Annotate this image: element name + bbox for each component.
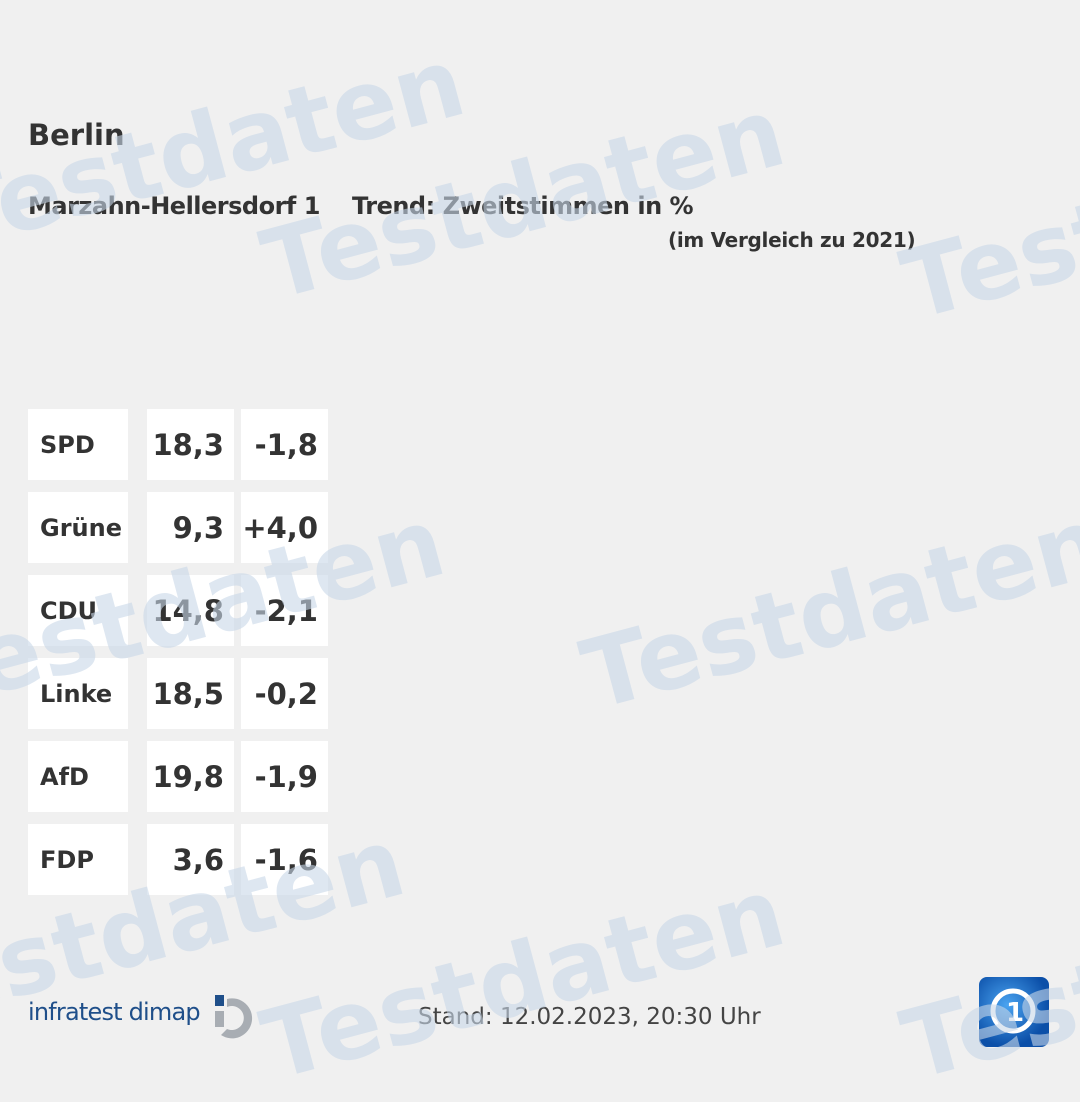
table-row: Linke 18,5 -0,2 — [28, 658, 328, 729]
party-value: 3,6 — [147, 824, 234, 895]
party-diff: -2,1 — [241, 575, 328, 646]
party-name: SPD — [28, 409, 128, 480]
svg-text:1: 1 — [1006, 998, 1024, 1028]
table-row: AfD 19,8 -1,9 — [28, 741, 328, 812]
party-name: CDU — [28, 575, 128, 646]
party-diff: -1,6 — [241, 824, 328, 895]
party-diff: -1,9 — [241, 741, 328, 812]
party-value: 19,8 — [147, 741, 234, 812]
party-name: FDP — [28, 824, 128, 895]
table-row: CDU 14,8 -2,1 — [28, 575, 328, 646]
party-name: Linke — [28, 658, 128, 729]
watermark: Testdaten — [891, 95, 1080, 342]
tagesschau-logo-icon: 1 — [979, 977, 1049, 1047]
party-name: Grüne — [28, 492, 128, 563]
table-row: Grüne 9,3 +4,0 — [28, 492, 328, 563]
table-row: SPD 18,3 -1,8 — [28, 409, 328, 480]
party-name: AfD — [28, 741, 128, 812]
results-table: SPD 18,3 -1,8 Grüne 9,3 +4,0 CDU 14,8 -2… — [28, 409, 328, 907]
party-value: 18,5 — [147, 658, 234, 729]
timestamp: Stand: 12.02.2023, 20:30 Uhr — [418, 1004, 761, 1030]
party-value: 14,8 — [147, 575, 234, 646]
party-diff: +4,0 — [241, 492, 328, 563]
party-value: 18,3 — [147, 409, 234, 480]
watermark: Testdaten — [251, 855, 796, 1102]
trend-title: Trend: Zweitstimmen in % — [352, 192, 694, 220]
infratest-dimap-logo-text: infratest dimap — [28, 998, 201, 1026]
region-title: Berlin — [28, 118, 125, 152]
infratest-dimap-logo-icon — [215, 995, 253, 1039]
district-name: Marzahn-Hellersdorf 1 — [28, 192, 320, 220]
watermark: Testdaten — [571, 485, 1080, 732]
table-row: FDP 3,6 -1,6 — [28, 824, 328, 895]
party-diff: -1,8 — [241, 409, 328, 480]
party-value: 9,3 — [147, 492, 234, 563]
comparison-note: (im Vergleich zu 2021) — [668, 228, 916, 252]
party-diff: -0,2 — [241, 658, 328, 729]
